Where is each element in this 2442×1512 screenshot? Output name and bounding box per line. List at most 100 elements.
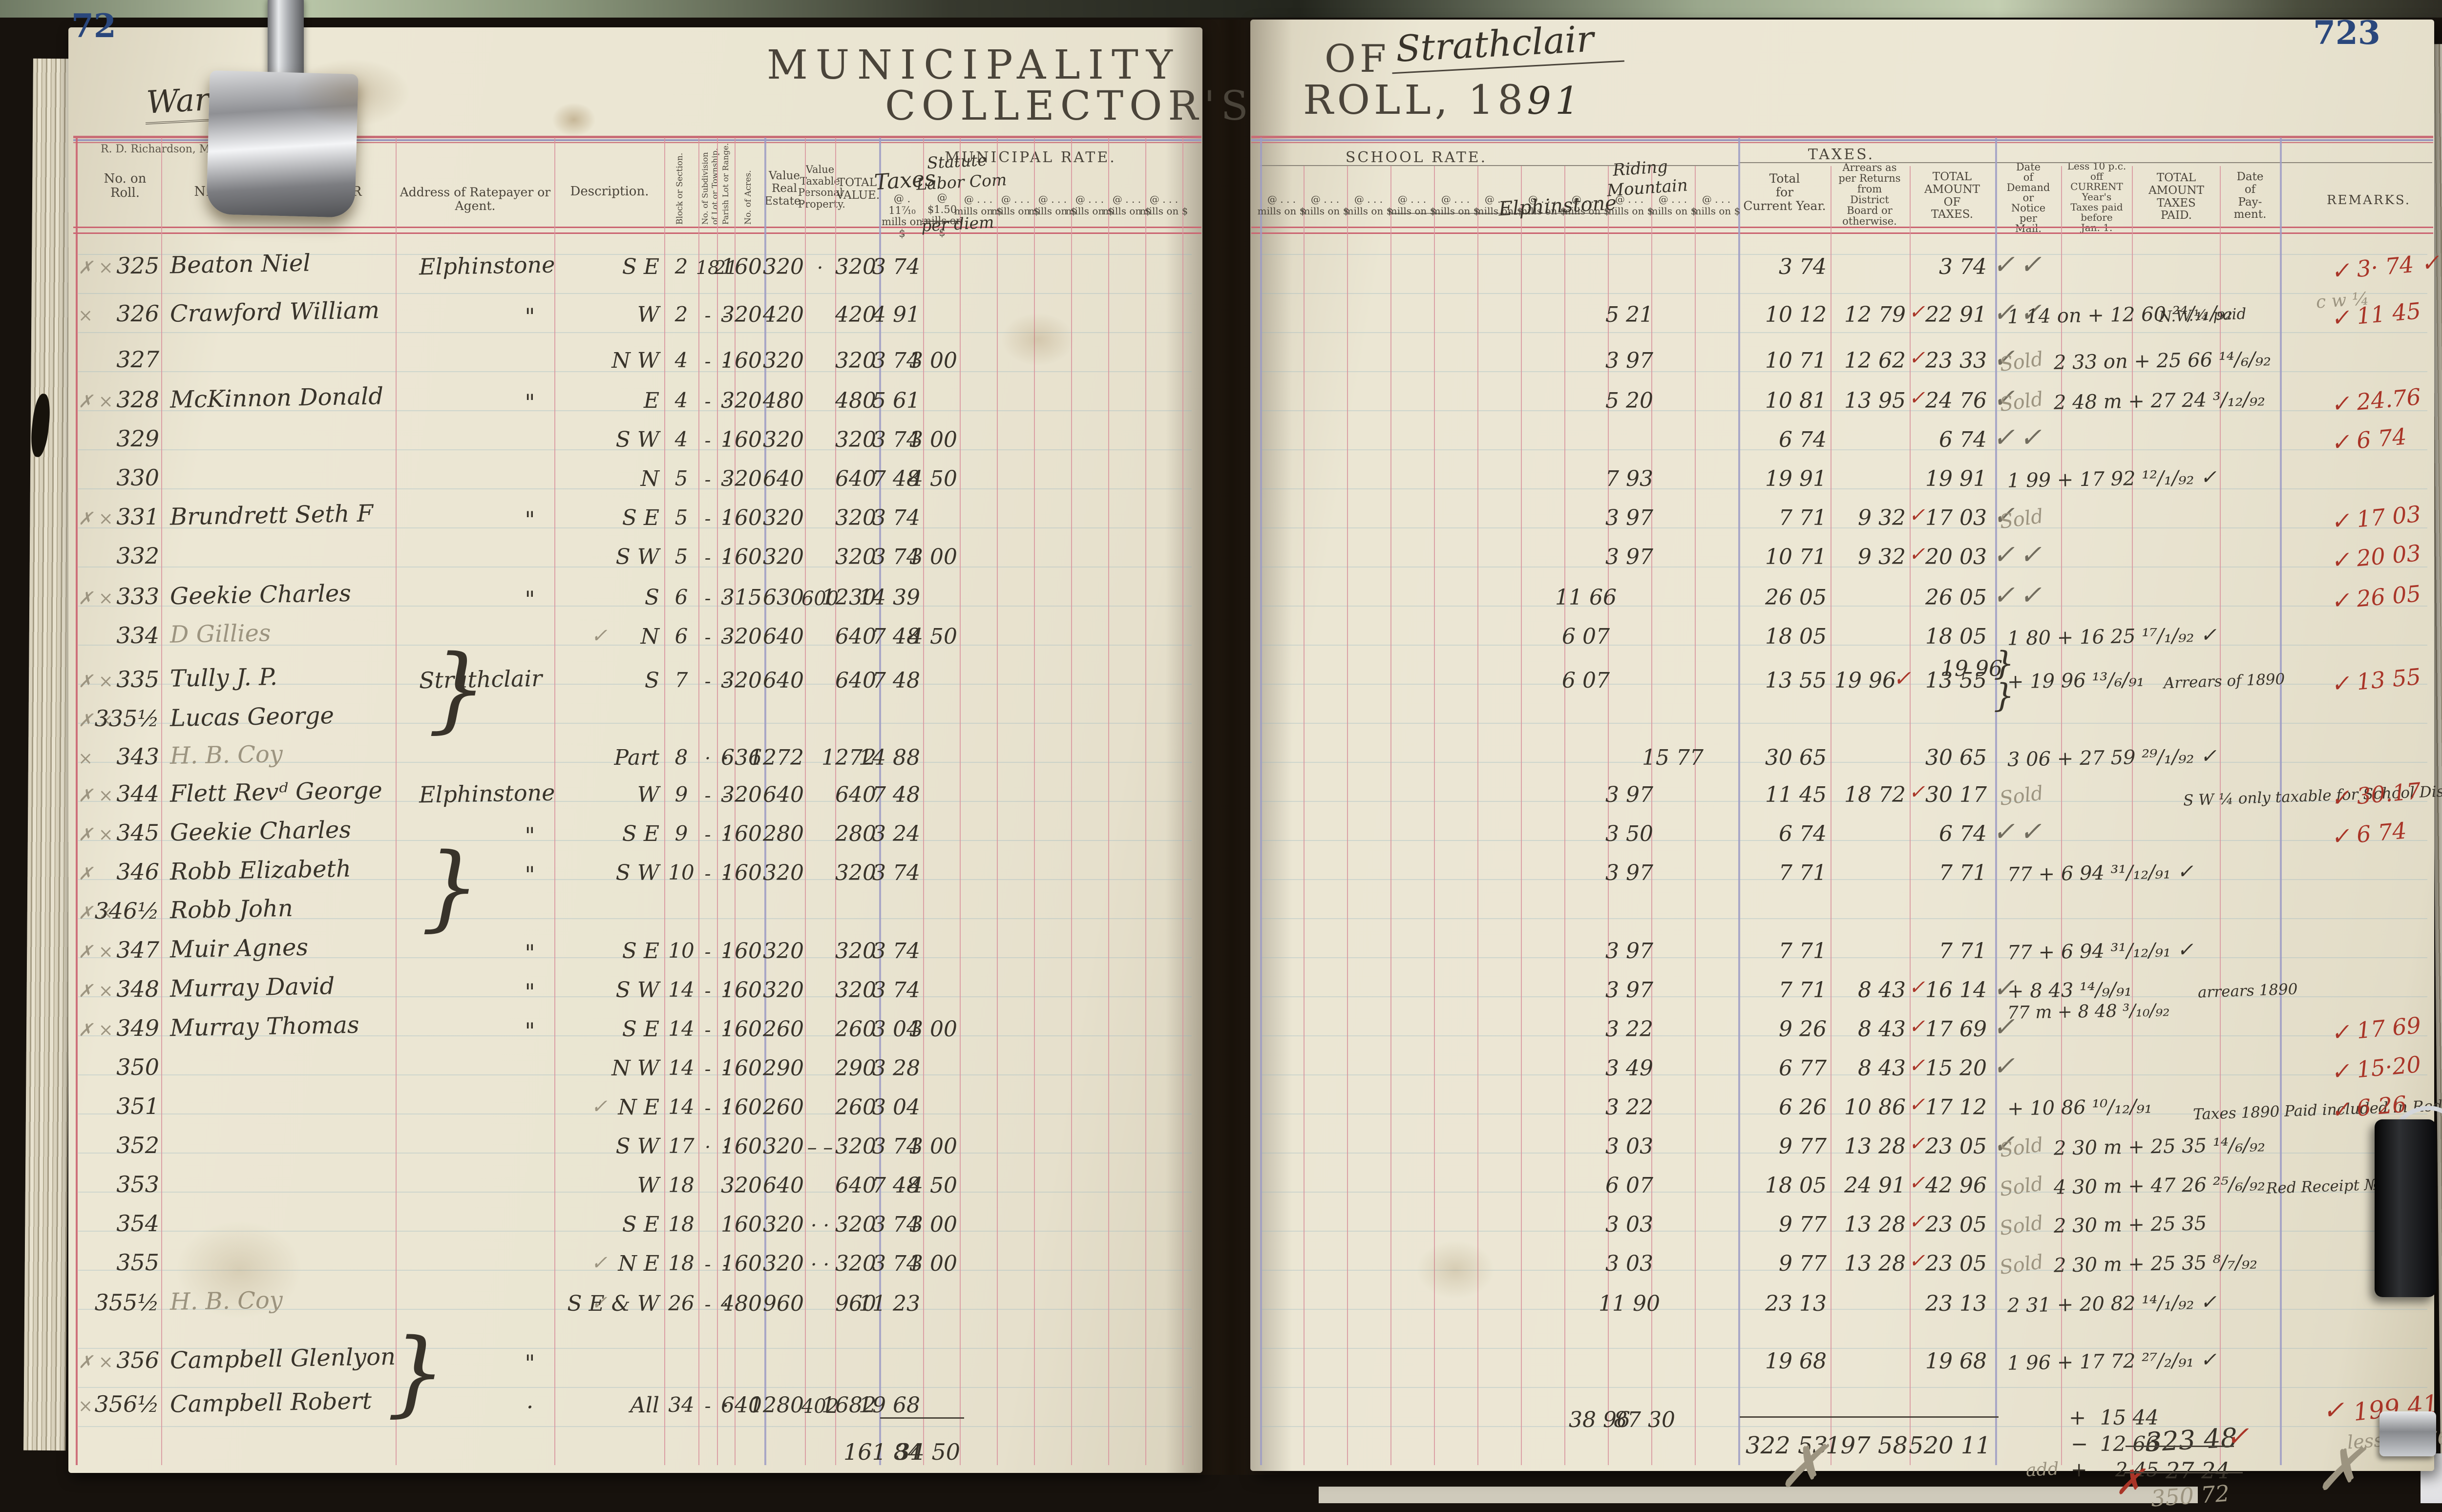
annotation: Labor Com	[916, 170, 1008, 194]
r328-owner-name: McKinnon Donald	[169, 382, 384, 414]
r355-school-rate: 3 03	[1605, 1251, 1653, 1276]
r331-section: 5	[674, 505, 688, 529]
column-rule	[1910, 166, 1911, 1465]
column-rule	[879, 138, 881, 1465]
r333-address-ditto: "	[525, 586, 535, 612]
r350-arrears: 8 43	[1858, 1056, 1906, 1081]
r328-total-current-year: 10 81	[1765, 388, 1827, 413]
r356½-roll-number: 356½	[94, 1391, 159, 1417]
r325-description: S E	[622, 254, 659, 279]
r352-statute-labor: 3 00	[909, 1134, 957, 1159]
r355-total-current-year: 9 77	[1779, 1251, 1827, 1276]
r351-parish: ·	[722, 1097, 729, 1119]
r351-total-current-year: 6 26	[1779, 1095, 1827, 1120]
r334-section: 6	[674, 624, 688, 648]
column-rule	[1390, 166, 1391, 1465]
r352-sold-note: Sold	[1998, 1133, 2045, 1162]
r325-municipal-tax: 3 74	[872, 254, 920, 279]
r355-arrears: 13 28	[1844, 1251, 1906, 1276]
r345-check-mark: ✗ ×	[78, 825, 113, 845]
band-blue	[1251, 139, 2433, 141]
r346-description: S W	[615, 861, 659, 885]
r351-desc-check: ✓	[591, 1095, 608, 1118]
column-rule	[1145, 138, 1146, 1465]
header-total-current-year: Total for Current Year.	[1743, 171, 1826, 213]
r326-parish: -	[722, 305, 729, 326]
annotation: 322 53	[1746, 1432, 1828, 1459]
r326-section: 2	[674, 302, 688, 326]
r348-section: 14	[668, 978, 695, 1002]
annotation: ✗	[2115, 1461, 2145, 1502]
mills-rate-header: mills on $	[1561, 205, 1610, 217]
column-rule	[1182, 138, 1183, 1465]
r347-total-taxes: 7 71	[1939, 939, 1987, 964]
r346½-check-mark: ✗ ×	[78, 903, 113, 923]
column-rule	[1477, 166, 1478, 1465]
header-taxes: TAXES.	[1808, 146, 1875, 163]
clerk-sum-line	[2126, 1446, 2234, 1447]
r356-owner-name: Campbell Glenlyon	[169, 1343, 396, 1375]
r355-value-personal: · ·	[810, 1254, 830, 1276]
r354-total-value: 320	[835, 1212, 876, 1237]
r334-total-taxes: 18 05	[1925, 624, 1987, 649]
column-rule	[805, 138, 806, 1465]
r334-description: N	[640, 624, 660, 649]
r353-section: 18	[668, 1173, 695, 1197]
r352-arrears: 13 28	[1844, 1134, 1906, 1159]
r332-parish: -	[722, 547, 729, 568]
column-rule	[1071, 138, 1072, 1465]
annotation: +	[2071, 1459, 2087, 1481]
r349-total-taxes: 17 69	[1925, 1017, 1987, 1042]
r353-roll-number: 353	[116, 1171, 159, 1197]
r354-total-taxes: 23 05	[1925, 1212, 1987, 1237]
clerk-sum-line	[2125, 1472, 2243, 1473]
header-arrears: Arrears as per Returns from District Boa…	[1838, 162, 1901, 228]
r335½-owner-name: Lucas George	[169, 702, 335, 732]
r327-arrears-check: ✓	[1909, 347, 1925, 369]
r334-school-rate: 6 07	[1562, 624, 1610, 649]
r348-owner-name: Murray David	[169, 972, 335, 1003]
r353-total-current-year: 18 05	[1765, 1173, 1827, 1198]
r327-parish: -	[722, 351, 729, 372]
header-parish: Parish Lot or Range.	[721, 143, 730, 225]
r345-demand-check: ✓	[2020, 816, 2042, 847]
annotation: }	[421, 833, 480, 941]
r335-check-mark: ✗ ×	[78, 672, 113, 692]
r356½-description: All	[630, 1393, 659, 1418]
r352-arrears-check: ✓	[1909, 1133, 1925, 1155]
r352-parish: ·	[722, 1136, 729, 1158]
r332-section: 5	[674, 545, 688, 568]
r346-total-current-year: 7 71	[1779, 861, 1827, 885]
r352-total-current-year: 9 77	[1779, 1134, 1827, 1159]
r355½-total-value: 960	[835, 1291, 876, 1316]
small-clip	[2379, 1411, 2436, 1456]
r355½-total-current-year: 23 13	[1765, 1291, 1827, 1316]
header-block-section: Block or Section.	[675, 152, 685, 225]
r356½-owner-name: Campbell Robert	[169, 1387, 372, 1418]
r349-total-current-year: 9 26	[1779, 1017, 1827, 1042]
r334-roll-number: 334	[116, 622, 159, 649]
r346-owner-name: Robb Elizabeth	[169, 855, 352, 886]
r333-roll-number: 333	[116, 583, 159, 609]
r344-arrears: 18 72	[1844, 782, 1906, 807]
header-roll: No. on Roll.	[104, 171, 147, 201]
mills-rate-header: @ . . .	[1310, 193, 1340, 205]
mills-rate-header: mills on $	[1605, 205, 1654, 217]
r351-acres: 160	[721, 1095, 762, 1120]
r348-remark: arrears 1890	[2197, 980, 2298, 1002]
mills-rate-header: @ . . .	[1112, 193, 1141, 205]
r354-total-current-year: 9 77	[1779, 1212, 1827, 1237]
r349-total-value: 260	[835, 1017, 876, 1042]
r355-total-taxes: 23 05	[1925, 1251, 1987, 1276]
band-red	[1251, 136, 2433, 138]
mills-rate-header: mills on $	[1344, 205, 1393, 217]
r335-value-real-estate: 640	[763, 668, 804, 693]
r329-demand-check: ✓	[2020, 422, 2042, 453]
mills-rate-header: mills on $	[1518, 205, 1567, 217]
r352-subdivision: ·	[704, 1136, 711, 1158]
mills-rate-header: mills on $	[1028, 205, 1077, 217]
r328-payment: 2 48 m + 27 24 ³/₁₂/₉₂	[2053, 388, 2266, 414]
r325-value-real-estate: 320	[763, 254, 804, 279]
school-grey	[1392, 213, 1607, 214]
